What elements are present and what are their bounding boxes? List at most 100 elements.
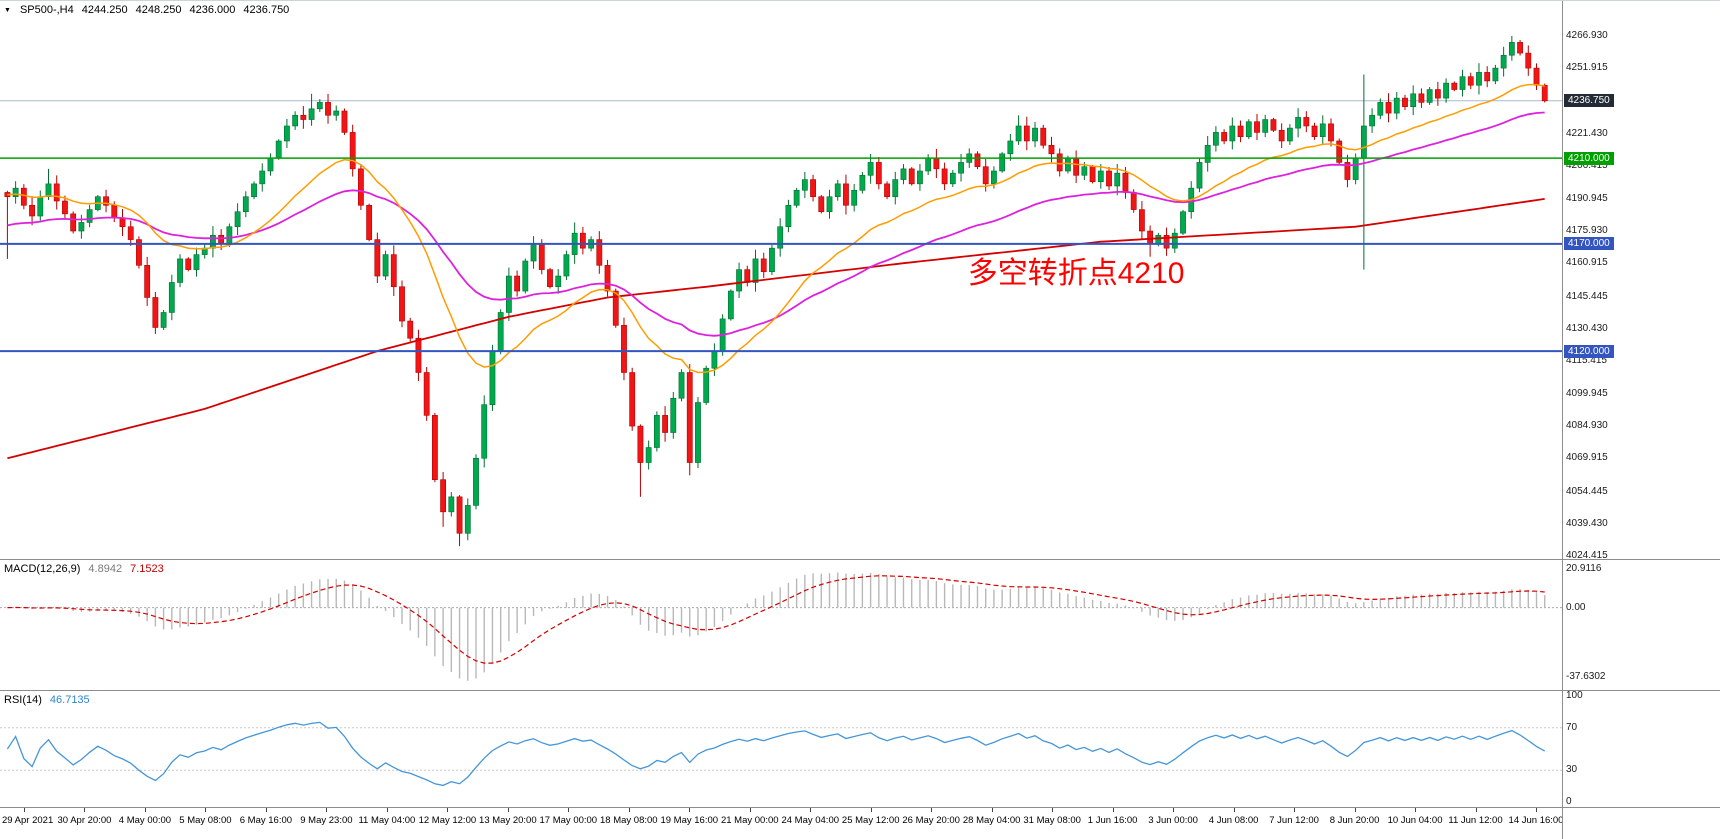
time-axis-label: 31 May 08:00 bbox=[1023, 815, 1081, 826]
symbol-timeframe-label: SP500-,H4 bbox=[19, 4, 74, 16]
time-axis[interactable]: 29 Apr 2021 30 Apr 20:00 4 May 00:00 5 May … bbox=[0, 808, 1564, 839]
rsi-panel-canvas[interactable] bbox=[0, 691, 1562, 807]
macd-histogram bbox=[14, 572, 1546, 681]
macd-main-value: 4.8942 bbox=[88, 563, 123, 575]
price-axis-label: 4175.930 bbox=[1566, 225, 1608, 237]
macd-title: MACD(12,26,9) bbox=[4, 563, 81, 575]
price-axis-label: 4160.915 bbox=[1566, 257, 1608, 269]
time-axis-tick bbox=[24, 808, 25, 812]
current-price-tag[interactable]: 4236.750 bbox=[1564, 94, 1614, 108]
time-axis-label: 4 May 00:00 bbox=[118, 815, 172, 826]
time-axis-tick bbox=[1475, 808, 1477, 812]
time-axis-label: 17 May 00:00 bbox=[539, 815, 598, 826]
rsi-axis-label: 0 bbox=[1566, 796, 1572, 807]
price-axis-label: 4054.445 bbox=[1566, 485, 1608, 497]
price-axis-label: 4099.945 bbox=[1566, 388, 1608, 400]
price-axis-label: 4145.445 bbox=[1566, 290, 1608, 302]
price-axis-label: 4190.945 bbox=[1566, 192, 1608, 204]
ma-orange-line bbox=[7, 83, 1545, 374]
ohlc-low-value: 4236.000 bbox=[189, 4, 236, 16]
time-axis-tick bbox=[1173, 808, 1175, 812]
time-axis-tick bbox=[931, 808, 933, 812]
hline-price-tag[interactable]: 4210.000 bbox=[1564, 151, 1614, 165]
price-axis-label: 4221.430 bbox=[1566, 127, 1608, 139]
rsi-header: RSI(14) 46.7135 bbox=[4, 694, 90, 706]
candlesticks bbox=[4, 35, 1548, 547]
time-axis-tick bbox=[1354, 808, 1356, 812]
price-chart-canvas[interactable] bbox=[0, 1, 1562, 559]
time-axis-tick bbox=[1233, 808, 1235, 812]
time-axis-label: 13 May 20:00 bbox=[479, 815, 537, 826]
time-axis-label: 9 May 23:00 bbox=[300, 815, 353, 826]
time-axis-tick bbox=[1294, 808, 1296, 812]
symbol-dropdown-icon[interactable]: ▼ bbox=[4, 6, 11, 14]
time-axis-tick bbox=[628, 808, 630, 812]
macd-signal-value: 7.1523 bbox=[130, 563, 164, 575]
rsi-axis-label: 70 bbox=[1566, 721, 1578, 733]
time-axis-tick bbox=[1415, 808, 1417, 812]
macd-axis-label: 20.9116 bbox=[1566, 563, 1602, 575]
rsi-axis-label: 30 bbox=[1566, 764, 1578, 776]
time-axis-label: 21 May 00:00 bbox=[720, 815, 779, 826]
time-axis-tick bbox=[1536, 808, 1537, 812]
time-axis-label: 5 May 08:00 bbox=[179, 815, 232, 826]
time-axis-label: 19 May 16:00 bbox=[660, 815, 719, 826]
time-axis-tick bbox=[689, 808, 691, 812]
time-axis-label: 26 May 20:00 bbox=[902, 815, 960, 826]
rsi-axis-label: 100 bbox=[1566, 690, 1583, 701]
rsi-panel-divider[interactable] bbox=[0, 690, 1720, 691]
time-axis-tick bbox=[1052, 808, 1054, 812]
time-axis-label: 10 Jun 04:00 bbox=[1387, 815, 1443, 826]
price-axis-label: 4115.415 bbox=[1566, 354, 1607, 366]
time-axis-tick bbox=[84, 808, 86, 812]
hline-price-tag[interactable]: 4170.000 bbox=[1564, 237, 1614, 251]
time-axis-label: 11 Jun 12:00 bbox=[1448, 815, 1503, 826]
rsi-line bbox=[6, 721, 1546, 787]
time-axis-tick bbox=[205, 808, 207, 812]
ohlc-open-value: 4244.250 bbox=[81, 4, 128, 16]
price-axis-label: 4130.430 bbox=[1566, 322, 1608, 334]
ma-red-line bbox=[7, 198, 1545, 460]
price-axis-label: 4039.430 bbox=[1566, 517, 1608, 529]
price-axis-label: 4069.915 bbox=[1566, 452, 1608, 464]
time-axis-label: 12 May 12:00 bbox=[418, 815, 477, 826]
price-axis-label: 4024.415 bbox=[1566, 549, 1608, 561]
macd-panel-canvas[interactable] bbox=[0, 560, 1562, 690]
time-axis-tick bbox=[568, 808, 570, 812]
time-axis-tick bbox=[870, 808, 872, 812]
time-axis-tick bbox=[991, 808, 993, 812]
price-axis-label: 4266.930 bbox=[1566, 30, 1608, 42]
macd-panel-divider[interactable] bbox=[0, 559, 1720, 560]
hline-price-tag[interactable]: 4120.000 bbox=[1564, 344, 1614, 358]
macd-axis-label: -37.6302 bbox=[1566, 670, 1606, 682]
time-axis-divider bbox=[0, 807, 1720, 808]
time-axis-tick bbox=[507, 808, 509, 812]
time-axis-label: 30 Apr 20:00 bbox=[57, 815, 112, 826]
annotation-text[interactable]: 多空转折点4210 bbox=[967, 256, 1185, 290]
time-axis-label: 14 Jun 16:00 bbox=[1508, 815, 1564, 826]
time-axis-label: 28 May 04:00 bbox=[962, 815, 1021, 826]
time-axis-tick bbox=[810, 808, 812, 812]
time-axis-tick bbox=[144, 808, 146, 812]
time-axis-label: 7 Jun 12:00 bbox=[1269, 815, 1319, 826]
rsi-title: RSI(14) bbox=[4, 694, 42, 706]
price-axis-column[interactable]: 4266.9304251.9154236.4454221.4304206.415… bbox=[1563, 1, 1720, 839]
macd-axis-label: 0.00 bbox=[1566, 601, 1586, 613]
time-axis-label: 18 May 08:00 bbox=[600, 815, 658, 826]
time-axis-label: 3 Jun 00:00 bbox=[1148, 815, 1198, 826]
time-axis-label: 1 Jun 16:00 bbox=[1087, 815, 1138, 826]
time-axis-label: 24 May 04:00 bbox=[781, 815, 840, 826]
chart-ohlc-header: ▼ SP500-,H4 4244.250 4248.250 4236.000 4… bbox=[4, 4, 289, 16]
time-axis-label: 6 May 16:00 bbox=[239, 815, 293, 826]
time-axis-tick bbox=[386, 808, 388, 812]
time-axis-tick bbox=[326, 808, 328, 812]
rsi-value: 46.7135 bbox=[49, 694, 90, 706]
macd-header: MACD(12,26,9) 4.8942 7.1523 bbox=[4, 563, 164, 575]
time-axis-tick bbox=[265, 808, 267, 812]
price-axis-label: 4084.930 bbox=[1566, 420, 1608, 432]
price-axis-label: 4251.915 bbox=[1566, 62, 1608, 74]
ohlc-high-value: 4248.250 bbox=[135, 4, 182, 16]
macd-signal-line bbox=[7, 575, 1545, 664]
ohlc-close-value: 4236.750 bbox=[243, 4, 290, 16]
